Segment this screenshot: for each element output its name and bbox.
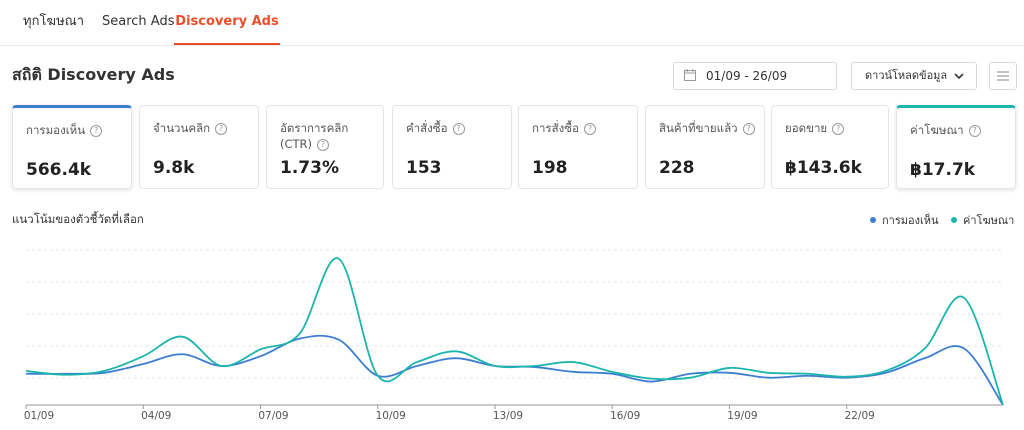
stat-card-clicks[interactable]: จำนวนคลิก? 9.8k [139,105,259,189]
date-range-picker[interactable]: 01/09 - 26/09 [673,62,837,90]
help-icon[interactable]: ? [583,123,596,135]
stat-label: ยอดขาย? [785,120,885,136]
tab-search-ads[interactable]: Search Ads [102,0,174,44]
stat-card-ad-spend[interactable]: ค่าโฆษณา? ฿17.7k [896,105,1016,189]
stat-label-text: การมองเห็น [26,123,86,137]
stat-label: การสั่งซื้อ? [532,120,632,136]
tab-label: Search Ads [102,14,175,29]
legend-dot [951,217,957,223]
x-tick-label: 01/09 [24,410,54,422]
stat-label: สินค้าที่ขายแล้ว? [659,120,757,136]
tab-discovery-ads[interactable]: Discovery Ads [174,0,280,45]
stat-value: 566.4k [26,160,92,180]
chevron-down-icon [954,73,964,80]
stat-card-items-sold[interactable]: สินค้าที่ขายแล้ว? 228 [645,105,765,189]
legend-label: ค่าโฆษณา [963,214,1015,227]
x-tick-label: 19/09 [727,410,757,422]
list-icon [997,71,1009,81]
active-tab-indicator [174,43,280,45]
stat-label: การมองเห็น? [26,122,126,138]
trend-line-chart: 01/09 04/09 07/09 10/09 13/09 16/09 19/09 22/09 [24,249,1004,422]
calendar-icon [684,69,696,81]
x-tick-label: 04/09 [141,410,171,422]
stat-label-text: ยอดขาย [785,121,828,135]
stat-value: ฿143.6k [785,158,862,178]
legend-label: การมองเห็น [882,214,939,227]
x-tick-label: 13/09 [493,410,523,422]
menu-button[interactable] [989,62,1017,90]
stat-label-text: การสั่งซื้อ [532,121,579,135]
help-icon[interactable]: ? [452,123,465,135]
help-icon[interactable]: ? [832,123,845,135]
legend-item-ad-spend[interactable]: ค่าโฆษณา [951,211,1014,229]
tab-label: ทุกโฆษณา [23,14,85,29]
stat-label-text: สินค้าที่ขายแล้ว [659,121,738,135]
date-range-text: 01/09 - 26/09 [706,69,788,83]
download-label: ดาวน์โหลดข้อมูล [865,69,948,82]
stat-label-text: คำสั่งซื้อ [406,121,448,135]
help-icon[interactable]: ? [215,123,228,135]
series-line-ad-spend [25,257,1004,406]
stat-card-sales[interactable]: ยอดขาย? ฿143.6k [771,105,889,189]
help-icon[interactable]: ? [742,123,755,135]
legend-dot [870,217,876,223]
stat-value: 9.8k [153,158,195,178]
stat-card-orders[interactable]: คำสั่งซื้อ? 153 [392,105,512,189]
help-icon[interactable]: ? [90,125,103,137]
x-tick-label: 22/09 [845,410,875,422]
tab-all-ads[interactable]: ทุกโฆษณา [23,0,84,44]
page-title: สถิติ Discovery Ads [12,65,175,84]
download-data-button[interactable]: ดาวน์โหลดข้อมูล [851,62,977,90]
help-icon[interactable]: ? [317,139,330,151]
x-tick-label: 16/09 [610,410,640,422]
stat-value: 198 [532,158,568,178]
stat-label: จำนวนคลิก? [153,120,253,136]
stat-label: อัตราการคลิก (CTR)? [280,120,376,152]
x-tick-label: 07/09 [258,410,288,422]
tab-bar: ทุกโฆษณา Search Ads Discovery Ads [0,0,1024,46]
tab-label: Discovery Ads [175,14,279,29]
stat-card-ctr[interactable]: อัตราการคลิก (CTR)? 1.73% [266,105,384,189]
stat-card-impressions[interactable]: การมองเห็น? 566.4k [12,105,132,189]
x-tick-label: 10/09 [376,410,406,422]
stat-value: ฿17.7k [910,160,976,180]
stat-card-purchases[interactable]: การสั่งซื้อ? 198 [518,105,638,189]
trend-title: แนวโน้มของตัวชี้วัดที่เลือก [12,212,144,226]
stat-label-text: อัตราการคลิก (CTR) [280,121,349,151]
stat-label: ค่าโฆษณา? [910,122,1010,138]
stat-value: 228 [659,158,695,178]
stat-value: 1.73% [280,158,339,178]
stat-value: 153 [406,158,442,178]
stat-label: คำสั่งซื้อ? [406,120,506,136]
stat-label-text: ค่าโฆษณา [910,123,964,137]
legend-item-impressions[interactable]: การมองเห็น [870,211,939,229]
stat-label-text: จำนวนคลิก [153,121,211,135]
help-icon[interactable]: ? [968,125,981,137]
